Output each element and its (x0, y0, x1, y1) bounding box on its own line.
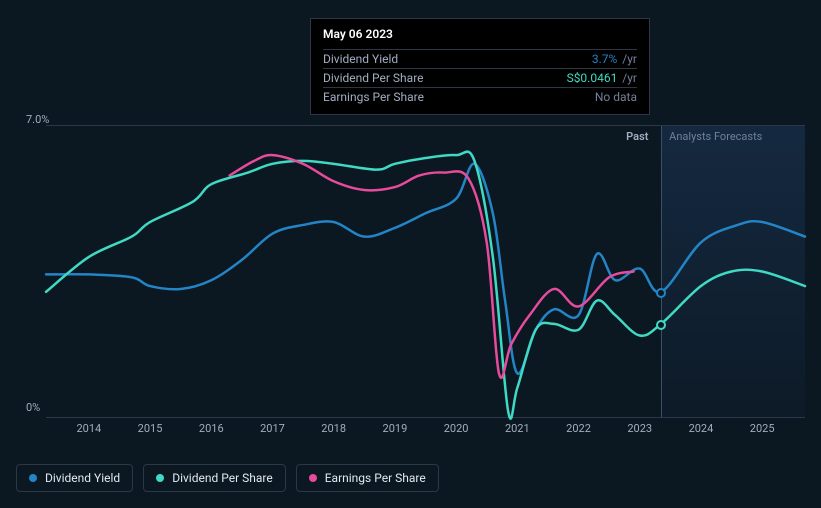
series-line (46, 164, 805, 374)
legend-item[interactable]: Dividend Per Share (143, 464, 286, 492)
series-marker (656, 288, 666, 298)
x-tick: 2021 (505, 422, 530, 435)
tooltip-row: Dividend Per Share S$0.0461 /yr (323, 68, 637, 87)
tooltip-row-label: Dividend Yield (323, 52, 398, 66)
tooltip-row-value: No data (595, 90, 637, 104)
x-tick: 2024 (689, 422, 714, 435)
tooltip-row-label: Earnings Per Share (323, 90, 424, 104)
x-tick: 2018 (321, 422, 346, 435)
x-tick: 2015 (138, 422, 163, 435)
legend-item[interactable]: Dividend Yield (16, 464, 133, 492)
tooltip-row: Dividend Yield 3.7% /yr (323, 49, 637, 68)
legend-label: Earnings Per Share (325, 471, 426, 485)
chart-area: 7.0% 0% Past Analysts Forecasts 20142015… (16, 105, 805, 448)
legend-item[interactable]: Earnings Per Share (296, 464, 439, 492)
legend-label: Dividend Per Share (172, 471, 273, 485)
tooltip-row-value: S$0.0461 /yr (567, 71, 637, 85)
series-line (230, 155, 634, 378)
x-tick: 2020 (444, 422, 469, 435)
tooltip-row-value: 3.7% /yr (592, 52, 637, 66)
legend-label: Dividend Yield (45, 471, 120, 485)
x-axis-labels: 2014 2015 2016 2017 2018 2019 2020 2021 2022 2023… (46, 422, 805, 438)
x-tick: 2025 (750, 422, 775, 435)
tooltip: May 06 2023 Dividend Yield3.7% /yrDivide… (310, 18, 650, 115)
legend-dot-icon (29, 474, 37, 482)
x-tick: 2016 (199, 422, 224, 435)
series-marker (656, 320, 666, 330)
x-tick: 2023 (627, 422, 652, 435)
x-tick: 2017 (260, 422, 285, 435)
x-tick: 2014 (76, 422, 101, 435)
legend-dot-icon (156, 474, 164, 482)
y-axis-bottom-label: 0% (26, 401, 40, 414)
plot-region[interactable]: Past Analysts Forecasts (46, 125, 805, 418)
legend: Dividend Yield Dividend Per Share Earnings… (16, 464, 439, 492)
tooltip-row: Earnings Per Share No data (323, 87, 637, 106)
chart-lines (46, 126, 805, 417)
tooltip-date: May 06 2023 (323, 27, 637, 45)
x-tick: 2019 (383, 422, 408, 435)
x-tick: 2022 (566, 422, 591, 435)
tooltip-row-label: Dividend Per Share (323, 71, 424, 85)
series-line (46, 152, 805, 419)
legend-dot-icon (309, 474, 317, 482)
